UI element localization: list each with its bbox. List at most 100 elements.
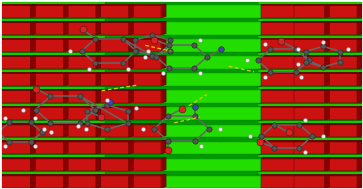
Polygon shape xyxy=(261,89,330,91)
Polygon shape xyxy=(31,0,36,1)
Bar xyxy=(294,176,358,188)
Bar xyxy=(0,0,64,1)
Bar xyxy=(261,108,325,120)
Polygon shape xyxy=(359,55,363,57)
Bar xyxy=(102,176,261,188)
Polygon shape xyxy=(294,174,362,176)
Polygon shape xyxy=(96,4,101,18)
Polygon shape xyxy=(258,154,363,155)
Polygon shape xyxy=(129,0,134,1)
Polygon shape xyxy=(0,154,110,155)
Bar xyxy=(294,125,358,137)
Polygon shape xyxy=(0,140,68,142)
Polygon shape xyxy=(358,0,362,1)
Bar xyxy=(102,108,261,120)
Bar xyxy=(98,159,162,171)
Polygon shape xyxy=(294,140,362,142)
Polygon shape xyxy=(325,106,330,120)
Polygon shape xyxy=(33,4,101,5)
Polygon shape xyxy=(98,55,166,57)
Bar xyxy=(98,176,162,188)
Bar xyxy=(261,142,325,154)
Bar xyxy=(102,120,261,125)
Polygon shape xyxy=(359,72,363,74)
Bar xyxy=(294,22,358,35)
Polygon shape xyxy=(0,86,110,87)
Polygon shape xyxy=(162,123,166,137)
Polygon shape xyxy=(258,137,363,138)
Polygon shape xyxy=(358,106,362,120)
Bar xyxy=(65,176,129,188)
Polygon shape xyxy=(294,89,362,91)
Polygon shape xyxy=(358,55,362,69)
Bar xyxy=(0,57,31,69)
Bar xyxy=(98,91,162,103)
Polygon shape xyxy=(129,140,134,154)
Polygon shape xyxy=(0,123,36,125)
Bar xyxy=(0,91,64,103)
Bar xyxy=(359,91,363,103)
Bar xyxy=(65,0,129,1)
Polygon shape xyxy=(129,72,134,86)
Bar xyxy=(65,91,129,103)
Bar xyxy=(261,176,325,188)
Polygon shape xyxy=(258,171,363,172)
Polygon shape xyxy=(359,106,363,108)
Polygon shape xyxy=(64,21,68,35)
Polygon shape xyxy=(98,140,166,142)
Polygon shape xyxy=(261,21,330,22)
Polygon shape xyxy=(261,38,330,40)
Polygon shape xyxy=(0,4,68,5)
Bar xyxy=(327,125,363,137)
Bar xyxy=(102,125,261,137)
Polygon shape xyxy=(162,174,166,188)
Polygon shape xyxy=(64,174,68,188)
Polygon shape xyxy=(258,103,363,104)
Polygon shape xyxy=(33,55,101,57)
Bar xyxy=(0,74,64,86)
Polygon shape xyxy=(359,89,363,91)
Bar xyxy=(0,87,105,89)
Bar xyxy=(98,57,162,69)
Bar xyxy=(0,108,31,120)
Polygon shape xyxy=(96,174,101,188)
Bar xyxy=(294,108,358,120)
Polygon shape xyxy=(0,35,110,36)
Bar xyxy=(33,40,96,52)
Polygon shape xyxy=(0,72,36,74)
Bar xyxy=(0,53,105,55)
Bar xyxy=(0,176,31,188)
Polygon shape xyxy=(0,103,110,104)
Polygon shape xyxy=(65,106,134,108)
Bar xyxy=(261,57,325,69)
Bar xyxy=(33,22,96,35)
Bar xyxy=(0,176,64,188)
Polygon shape xyxy=(98,123,166,125)
Bar xyxy=(0,142,31,154)
Polygon shape xyxy=(31,157,36,171)
Bar xyxy=(102,0,261,1)
Polygon shape xyxy=(261,123,330,125)
Polygon shape xyxy=(98,157,166,159)
Bar xyxy=(98,142,162,154)
Bar xyxy=(33,176,96,188)
Polygon shape xyxy=(0,52,110,53)
Bar xyxy=(102,35,261,40)
Polygon shape xyxy=(258,69,363,70)
Polygon shape xyxy=(162,106,166,120)
Polygon shape xyxy=(327,157,363,159)
Bar xyxy=(65,40,129,52)
Polygon shape xyxy=(65,38,134,40)
Polygon shape xyxy=(98,21,166,22)
Polygon shape xyxy=(0,106,36,108)
Polygon shape xyxy=(294,21,362,22)
Polygon shape xyxy=(261,55,330,57)
Bar xyxy=(359,0,363,1)
Polygon shape xyxy=(258,120,363,121)
Bar xyxy=(327,142,363,154)
Polygon shape xyxy=(31,4,36,18)
Polygon shape xyxy=(0,106,68,108)
Bar xyxy=(102,69,261,74)
Bar xyxy=(294,40,358,52)
Bar xyxy=(102,0,261,189)
